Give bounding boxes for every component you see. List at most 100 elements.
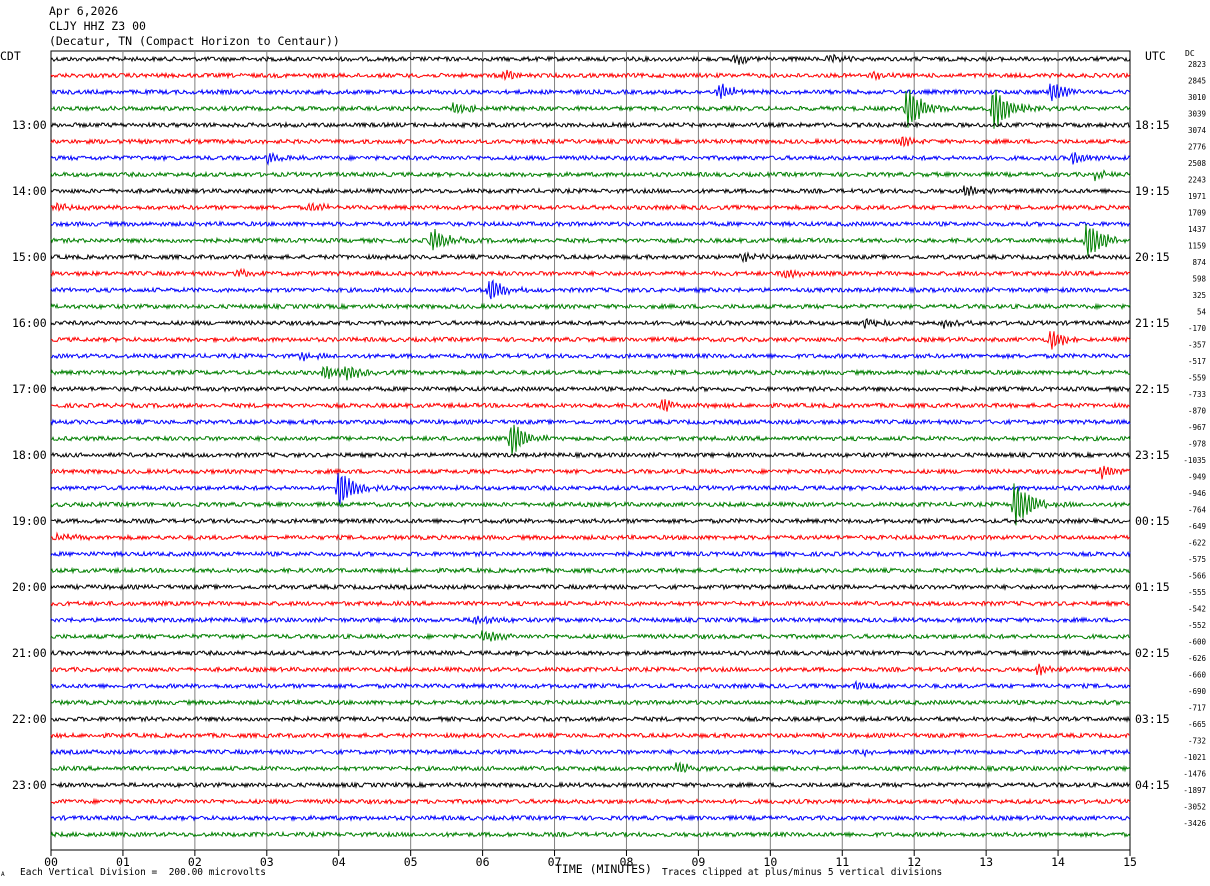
dc-offset-value: -3052 bbox=[1183, 802, 1206, 811]
dc-offset-value: 3039 bbox=[1188, 109, 1206, 118]
trace-line-8 bbox=[50, 185, 1131, 197]
header-station: CLJY HHZ Z3 00 bbox=[49, 19, 146, 33]
left-hour-label: 13:00 bbox=[12, 118, 47, 132]
trace-line-35 bbox=[50, 630, 1131, 642]
dc-offset-value: -946 bbox=[1188, 489, 1207, 498]
x-tick-label: 00 bbox=[44, 855, 58, 869]
dc-offset-value: -575 bbox=[1188, 555, 1206, 564]
trace-line-34 bbox=[50, 615, 1131, 625]
x-tick-label: 11 bbox=[835, 855, 849, 869]
trace-line-9 bbox=[50, 201, 1131, 212]
dc-offset-value: -1476 bbox=[1183, 769, 1206, 778]
left-hour-label: 22:00 bbox=[12, 712, 47, 726]
right-hour-label: 23:15 bbox=[1135, 448, 1170, 462]
x-axis-title: TIME (MINUTES) bbox=[555, 862, 652, 876]
trace-line-13 bbox=[50, 267, 1131, 280]
trace-line-15 bbox=[50, 302, 1131, 311]
dc-offset-value: 2845 bbox=[1188, 76, 1206, 85]
dc-offset-value: -622 bbox=[1188, 538, 1206, 547]
left-hour-label: 14:00 bbox=[12, 184, 47, 198]
corner-mark: A bbox=[1, 871, 5, 878]
dc-offset-value: -967 bbox=[1188, 423, 1206, 432]
dc-offset-value: -626 bbox=[1188, 654, 1207, 663]
x-tick-label: 01 bbox=[116, 855, 130, 869]
dc-offset-value: 325 bbox=[1192, 291, 1206, 300]
dc-offset-value: -978 bbox=[1188, 439, 1207, 448]
trace-line-16 bbox=[50, 317, 1131, 329]
left-hour-label: 18:00 bbox=[12, 448, 47, 462]
trace-line-33 bbox=[50, 599, 1131, 608]
dc-label: DC bbox=[1185, 49, 1195, 58]
x-tick-label: 10 bbox=[763, 855, 777, 869]
trace-line-12 bbox=[50, 251, 1131, 264]
trace-line-43 bbox=[50, 761, 1131, 774]
left-hour-label: 16:00 bbox=[12, 316, 47, 330]
trace-line-17 bbox=[50, 331, 1131, 350]
trace-line-22 bbox=[50, 418, 1131, 426]
clip-note: Traces clipped at plus/minus 5 vertical … bbox=[662, 867, 943, 878]
header-location: (Decatur, TN (Compact Horizon to Centaur… bbox=[49, 34, 340, 48]
x-tick-label: 04 bbox=[332, 855, 346, 869]
trace-line-38 bbox=[50, 679, 1131, 691]
left-hour-label: 21:00 bbox=[12, 646, 47, 660]
left-hour-label: 15:00 bbox=[12, 250, 47, 264]
dc-offset-value: -764 bbox=[1188, 505, 1207, 514]
trace-line-2 bbox=[50, 83, 1131, 102]
dc-offset-value: -517 bbox=[1188, 357, 1206, 366]
dc-offset-value: 1437 bbox=[1188, 225, 1206, 234]
dc-offset-value: -600 bbox=[1188, 637, 1207, 646]
right-hour-label: 18:15 bbox=[1135, 118, 1170, 132]
dc-offset-value: -1035 bbox=[1183, 456, 1206, 465]
right-hour-label: 19:15 bbox=[1135, 184, 1170, 198]
left-hour-label: 23:00 bbox=[12, 778, 47, 792]
x-tick-label: 13 bbox=[979, 855, 993, 869]
right-hour-label: 20:15 bbox=[1135, 250, 1170, 264]
x-tick-label: 15 bbox=[1123, 855, 1137, 869]
right-hour-label: 04:15 bbox=[1135, 778, 1170, 792]
right-hour-label: 22:15 bbox=[1135, 382, 1170, 396]
dc-offset-value: 2243 bbox=[1188, 175, 1206, 184]
dc-offset-value: 3010 bbox=[1188, 93, 1207, 102]
dc-offset-value: 2508 bbox=[1188, 159, 1207, 168]
right-hour-label: 02:15 bbox=[1135, 646, 1170, 660]
trace-line-3 bbox=[50, 89, 1131, 129]
trace-line-18 bbox=[50, 351, 1131, 362]
dc-offset-value: -732 bbox=[1188, 736, 1206, 745]
x-tick-label: 02 bbox=[188, 855, 202, 869]
right-hour-label: 00:15 bbox=[1135, 514, 1170, 528]
dc-offset-value: 1709 bbox=[1188, 208, 1206, 217]
trace-line-39 bbox=[50, 698, 1131, 707]
x-tick-label: 07 bbox=[548, 855, 562, 869]
dc-offset-value: -660 bbox=[1188, 670, 1207, 679]
dc-offset-value: 1971 bbox=[1188, 192, 1206, 201]
dc-offset-value: -555 bbox=[1188, 588, 1206, 597]
dc-offset-value: -949 bbox=[1188, 472, 1206, 481]
dc-offset-value: -559 bbox=[1188, 373, 1206, 382]
dc-offset-value: 2823 bbox=[1188, 60, 1206, 69]
dc-offset-value: 1159 bbox=[1188, 241, 1206, 250]
left-timezone-label: CDT bbox=[0, 49, 21, 63]
dc-offset-value: -870 bbox=[1188, 406, 1207, 415]
right-timezone-label: UTC bbox=[1145, 49, 1166, 63]
dc-offset-value: -649 bbox=[1188, 522, 1206, 531]
x-tick-label: 08 bbox=[620, 855, 634, 869]
trace-line-1 bbox=[50, 69, 1131, 82]
trace-line-32 bbox=[50, 583, 1131, 591]
trace-line-40 bbox=[50, 715, 1131, 723]
trace-line-37 bbox=[50, 663, 1131, 676]
right-hour-label: 03:15 bbox=[1135, 712, 1170, 726]
right-hour-label: 01:15 bbox=[1135, 580, 1170, 594]
right-hour-label: 21:15 bbox=[1135, 316, 1170, 330]
trace-line-19 bbox=[50, 365, 1131, 381]
left-hour-label: 19:00 bbox=[12, 514, 47, 528]
trace-line-36 bbox=[50, 648, 1131, 658]
dc-offset-value: 598 bbox=[1192, 274, 1206, 283]
trace-line-21 bbox=[50, 399, 1131, 412]
trace-line-6 bbox=[50, 151, 1131, 166]
trace-line-42 bbox=[50, 748, 1131, 758]
dc-offset-value: -357 bbox=[1188, 340, 1206, 349]
trace-line-41 bbox=[50, 731, 1131, 740]
trace-line-29 bbox=[50, 531, 1131, 542]
header-date: Apr 6,2026 bbox=[49, 4, 119, 18]
